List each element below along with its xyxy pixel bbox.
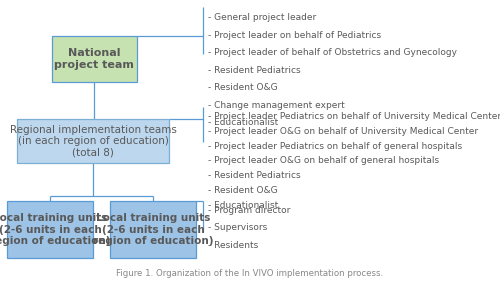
Text: - Resident Pediatrics: - Resident Pediatrics — [208, 171, 301, 180]
Text: Local training units
(2-6 units in each
region of education): Local training units (2-6 units in each … — [93, 213, 214, 246]
Text: National
project team: National project team — [54, 48, 134, 70]
FancyBboxPatch shape — [110, 201, 196, 258]
Text: - Project leader Pediatrics on behalf of general hospitals: - Project leader Pediatrics on behalf of… — [208, 142, 462, 151]
Text: - Project leader on behalf of Pediatrics: - Project leader on behalf of Pediatrics — [208, 30, 382, 39]
Text: - Resident O&G: - Resident O&G — [208, 83, 278, 92]
Text: - Resident Pediatrics: - Resident Pediatrics — [208, 66, 301, 75]
Text: - Program director: - Program director — [208, 206, 290, 215]
Text: - Project leader O&G on behalf of general hospitals: - Project leader O&G on behalf of genera… — [208, 156, 440, 165]
Text: Figure 1. Organization of the In VIVO implementation process.: Figure 1. Organization of the In VIVO im… — [116, 269, 384, 278]
Text: - Project leader Pediatrics on behalf of University Medical Center: - Project leader Pediatrics on behalf of… — [208, 112, 500, 121]
Text: - Resident O&G: - Resident O&G — [208, 186, 278, 195]
Text: - Change management expert: - Change management expert — [208, 101, 345, 110]
Text: - Project leader O&G on behalf of University Medical Center: - Project leader O&G on behalf of Univer… — [208, 127, 478, 136]
Text: - Supervisors: - Supervisors — [208, 223, 268, 232]
Text: - Residents: - Residents — [208, 241, 258, 250]
Text: Regional implementation teams
(in each region of education)
(total 8): Regional implementation teams (in each r… — [10, 125, 176, 158]
FancyBboxPatch shape — [8, 201, 93, 258]
Text: - Educationalist: - Educationalist — [208, 118, 278, 128]
Text: Local training units
(2-6 units in each
region of education): Local training units (2-6 units in each … — [0, 213, 110, 246]
Text: - General project leader: - General project leader — [208, 13, 316, 22]
Text: - Project leader of behalf of Obstetrics and Gynecology: - Project leader of behalf of Obstetrics… — [208, 48, 458, 57]
FancyBboxPatch shape — [17, 119, 169, 163]
FancyBboxPatch shape — [52, 36, 138, 83]
Text: - Educationalist: - Educationalist — [208, 201, 278, 209]
